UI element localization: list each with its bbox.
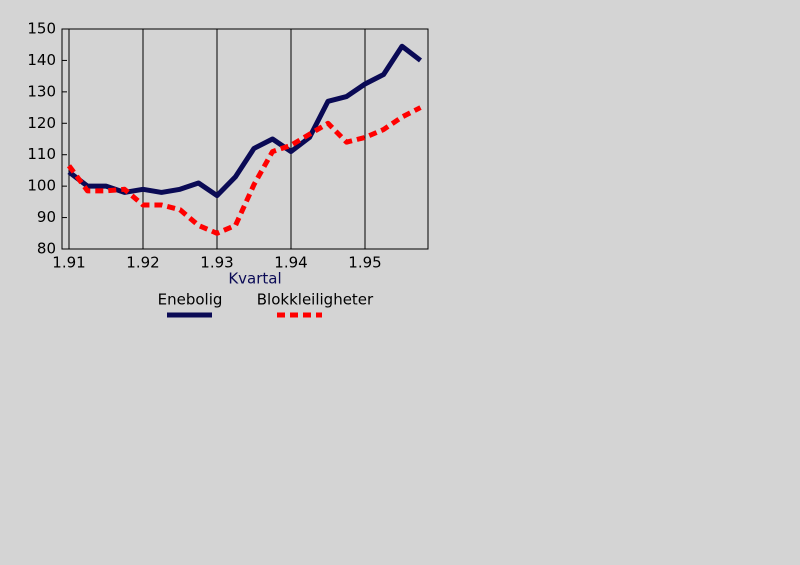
y-tick-label: 150: [27, 20, 56, 38]
line: [66, 105, 422, 236]
x-tick-label: 1.92: [126, 254, 159, 272]
x-axis-title: Kvartal: [228, 270, 281, 288]
x-tick-label: 1.91: [52, 254, 85, 272]
y-tick-label: 80: [37, 240, 56, 258]
y-tick-label: 100: [27, 177, 56, 195]
legend-label: Enebolig: [158, 291, 223, 309]
y-tick-label: 120: [27, 114, 56, 132]
y-tick-label: 130: [27, 82, 56, 100]
y-tick-label: 90: [37, 208, 56, 226]
y-tick-label: 140: [27, 51, 56, 69]
legend-label: Blokkleiligheter: [257, 291, 374, 309]
y-tick-label: 110: [27, 145, 56, 163]
plot-frame: [61, 28, 429, 250]
x-tick-label: 1.93: [200, 254, 233, 272]
x-tick-label: 1.94: [274, 254, 307, 272]
x-tick-label: 1.95: [348, 254, 381, 272]
